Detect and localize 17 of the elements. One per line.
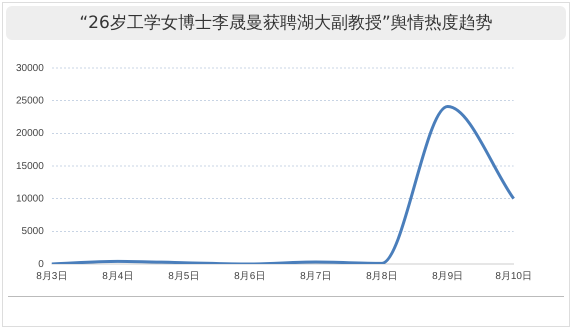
line-series [50,105,516,264]
x-tick-label: 8月9日 [432,270,464,282]
x-tick-label: 8月10日 [495,270,532,282]
x-tick-label: 8月4日 [102,270,134,282]
y-tick-label: 0 [38,258,44,270]
x-tick-label: 8月5日 [168,270,200,282]
y-tick-label: 20000 [16,128,44,140]
y-tick-label: 10000 [16,193,44,204]
x-tick-label: 8月3日 [36,270,68,282]
x-tick-label: 8月6日 [234,270,266,282]
x-tick-label: 8月7日 [300,270,332,282]
y-tick-label: 30000 [16,62,44,74]
y-tick-label: 5000 [22,226,44,238]
y-tick-label: 15000 [16,160,44,172]
chart-title: “26岁工学女博士李晟曼获聘湖大副教授”舆情热度趋势 [6,6,566,40]
x-tick-label: 8月8日 [366,270,398,282]
y-tick-label: 25000 [16,95,44,106]
